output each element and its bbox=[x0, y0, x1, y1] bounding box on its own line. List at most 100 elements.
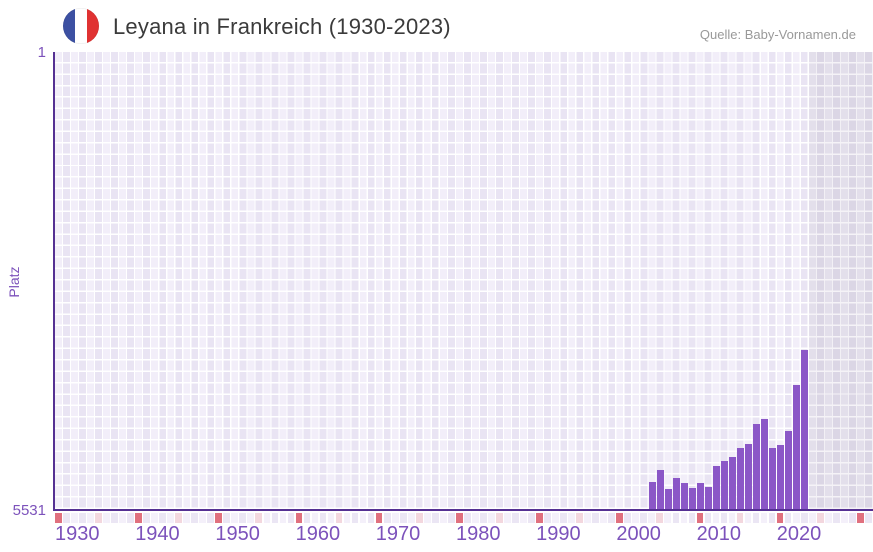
year-tick-cell-2006 bbox=[664, 513, 672, 523]
x-axis-tick-strip bbox=[55, 513, 873, 523]
bar-2023[interactable] bbox=[801, 350, 809, 509]
year-tick-cell-1934 bbox=[87, 513, 94, 523]
year-tick-cell-1940 bbox=[135, 513, 142, 523]
year-tick-cell-2000 bbox=[616, 513, 624, 523]
bar-2019[interactable] bbox=[769, 448, 777, 509]
x-tick-label-2010: 2010 bbox=[696, 523, 742, 545]
bar-2005[interactable] bbox=[656, 470, 664, 509]
x-tick-label-1940: 1940 bbox=[135, 523, 180, 545]
year-tick-cell-1954 bbox=[247, 513, 255, 523]
year-tick-cell-1966 bbox=[343, 513, 351, 523]
year-tick-cell-1969 bbox=[367, 513, 375, 523]
year-tick-cell-1978 bbox=[439, 513, 447, 523]
bar-2014[interactable] bbox=[729, 457, 737, 509]
year-tick-cell-1982 bbox=[472, 513, 479, 523]
source-credit: Quelle: Baby-Vornamen.de bbox=[699, 27, 856, 42]
bar-2021[interactable] bbox=[785, 431, 793, 509]
x-tick-label-1930: 1930 bbox=[55, 523, 100, 545]
year-tick-cell-1999 bbox=[608, 513, 616, 523]
year-tick-cell-1956 bbox=[263, 513, 271, 523]
year-tick-cell-2026 bbox=[824, 513, 832, 523]
bar-2017[interactable] bbox=[753, 423, 761, 509]
bar-2011[interactable] bbox=[705, 486, 713, 509]
x-tick-label-2020: 2020 bbox=[776, 523, 822, 545]
year-tick-cell-1933 bbox=[79, 513, 86, 523]
future-region bbox=[808, 52, 873, 509]
year-tick-cell-2020 bbox=[776, 513, 784, 523]
year-tick-cell-2022 bbox=[792, 513, 800, 523]
x-tick-label-1980: 1980 bbox=[455, 523, 501, 545]
year-tick-cell-2005 bbox=[656, 513, 664, 523]
bar-2015[interactable] bbox=[737, 447, 745, 509]
year-tick-cell-1945 bbox=[175, 513, 182, 523]
year-tick-cell-1988 bbox=[520, 513, 527, 523]
year-tick-cell-1976 bbox=[423, 513, 431, 523]
x-tick-label-1990: 1990 bbox=[536, 523, 581, 545]
plot-area[interactable] bbox=[53, 52, 873, 511]
year-tick-cell-1990 bbox=[536, 513, 543, 523]
year-tick-cell-1980 bbox=[455, 513, 463, 523]
year-tick-cell-1941 bbox=[143, 513, 150, 523]
year-tick-cell-2027 bbox=[832, 513, 840, 523]
year-tick-cell-1951 bbox=[223, 513, 231, 523]
year-tick-cell-1949 bbox=[207, 513, 215, 523]
year-tick-cell-1938 bbox=[119, 513, 126, 523]
year-tick-cell-2008 bbox=[680, 513, 688, 523]
bar-2008[interactable] bbox=[681, 483, 689, 509]
year-tick-cell-1944 bbox=[167, 513, 174, 523]
bar-2006[interactable] bbox=[664, 488, 672, 509]
year-tick-cell-1936 bbox=[103, 513, 110, 523]
bar-2013[interactable] bbox=[721, 460, 729, 509]
bar-2012[interactable] bbox=[713, 466, 721, 509]
bar-2018[interactable] bbox=[761, 419, 769, 509]
bar-2016[interactable] bbox=[745, 444, 753, 509]
year-tick-cell-2025 bbox=[816, 513, 824, 523]
year-tick-cell-2001 bbox=[624, 513, 632, 523]
year-tick-cell-2003 bbox=[640, 513, 648, 523]
year-tick-cell-2016 bbox=[744, 513, 752, 523]
bars-layer bbox=[55, 52, 873, 509]
year-tick-cell-1967 bbox=[351, 513, 359, 523]
year-tick-cell-1987 bbox=[512, 513, 519, 523]
year-tick-cell-1955 bbox=[255, 513, 263, 523]
year-tick-cell-2017 bbox=[752, 513, 760, 523]
y-axis-top-label: 1 bbox=[37, 44, 46, 61]
year-tick-cell-2009 bbox=[688, 513, 696, 523]
year-tick-cell-1996 bbox=[584, 513, 591, 523]
year-tick-cell-1983 bbox=[480, 513, 487, 523]
year-tick-cell-1970 bbox=[375, 513, 383, 523]
year-tick-cell-2014 bbox=[728, 513, 736, 523]
year-tick-cell-1961 bbox=[303, 513, 311, 523]
year-tick-cell-1957 bbox=[271, 513, 279, 523]
year-tick-cell-1953 bbox=[239, 513, 247, 523]
year-tick-cell-2031 bbox=[864, 513, 872, 523]
bar-2020[interactable] bbox=[777, 444, 785, 509]
year-tick-cell-1981 bbox=[464, 513, 471, 523]
year-tick-cell-2012 bbox=[712, 513, 720, 523]
year-tick-cell-2018 bbox=[760, 513, 768, 523]
year-tick-cell-1991 bbox=[544, 513, 551, 523]
year-tick-cell-1960 bbox=[295, 513, 303, 523]
year-tick-cell-1998 bbox=[600, 513, 608, 523]
year-tick-cell-1995 bbox=[576, 513, 583, 523]
y-axis-title: Platz bbox=[6, 266, 22, 298]
year-tick-cell-1973 bbox=[399, 513, 407, 523]
bar-2009[interactable] bbox=[689, 487, 697, 509]
year-tick-cell-1992 bbox=[552, 513, 559, 523]
year-tick-cell-1959 bbox=[287, 513, 295, 523]
year-tick-cell-1952 bbox=[231, 513, 239, 523]
year-tick-cell-1968 bbox=[359, 513, 367, 523]
year-tick-cell-2021 bbox=[784, 513, 792, 523]
year-tick-cell-1963 bbox=[319, 513, 327, 523]
bar-2022[interactable] bbox=[793, 385, 801, 509]
bar-2010[interactable] bbox=[697, 483, 705, 509]
bar-2007[interactable] bbox=[673, 477, 681, 509]
year-tick-cell-1985 bbox=[496, 513, 503, 523]
year-tick-cell-2015 bbox=[736, 513, 744, 523]
x-axis-labels: 1930 1940 1950 1960 1970 1980 1990 2000 2010 2020 bbox=[55, 523, 873, 547]
year-tick-cell-1997 bbox=[592, 513, 600, 523]
year-tick-cell-2023 bbox=[800, 513, 808, 523]
bar-2004[interactable] bbox=[648, 482, 656, 509]
year-tick-cell-1972 bbox=[391, 513, 399, 523]
